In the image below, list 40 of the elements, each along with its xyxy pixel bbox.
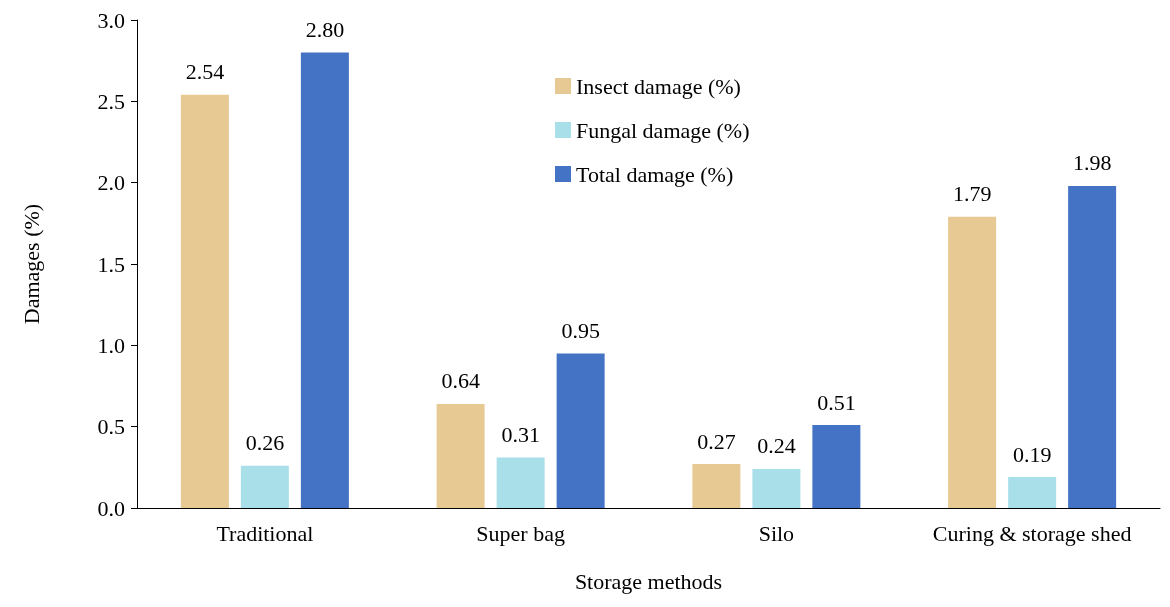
bar [1008,477,1057,508]
x-tick-label: Traditional [216,520,314,546]
data-label: 0.64 [441,368,480,394]
bar [1068,185,1117,508]
x-tick-label: Silo [758,520,795,546]
y-axis-title: Damages (%) [18,203,44,325]
bar [180,94,229,508]
data-label: 0.27 [697,428,736,454]
data-label: 2.54 [185,59,225,85]
x-tick-label: Curing & storage shed [932,520,1132,546]
legend-label: Fungal damage (%) [576,117,750,143]
bar [496,457,545,508]
data-label: 0.51 [817,389,856,415]
bar [948,216,997,508]
legend-label: Total damage (%) [576,161,734,187]
bar [240,465,289,508]
data-label: 1.79 [952,181,992,207]
legend-label: Insect damage (%) [576,73,741,99]
data-label: 1.98 [1072,150,1112,176]
y-tick-label: 0.5 [97,414,125,440]
y-tick-label: 2.0 [97,170,125,196]
y-tick-label: 3.0 [97,7,125,33]
y-tick-label: 1.0 [97,332,125,358]
bar [436,403,485,508]
data-label: 0.19 [1012,441,1052,467]
bar [300,52,349,508]
y-tick-label: 1.5 [97,251,125,277]
x-axis-title: Storage methods [574,568,723,594]
bar [812,425,861,508]
data-label: 0.31 [501,422,540,448]
data-label: 0.24 [757,433,796,459]
data-label: 0.95 [561,317,600,343]
x-tick-label: Super bag [476,520,565,546]
data-label: 0.26 [245,430,285,456]
y-tick-label: 0.0 [97,495,125,521]
data-label: 2.80 [305,17,345,43]
y-tick-label: 2.5 [97,88,125,114]
bar [692,464,741,508]
bar [556,353,605,508]
bar [752,468,801,508]
